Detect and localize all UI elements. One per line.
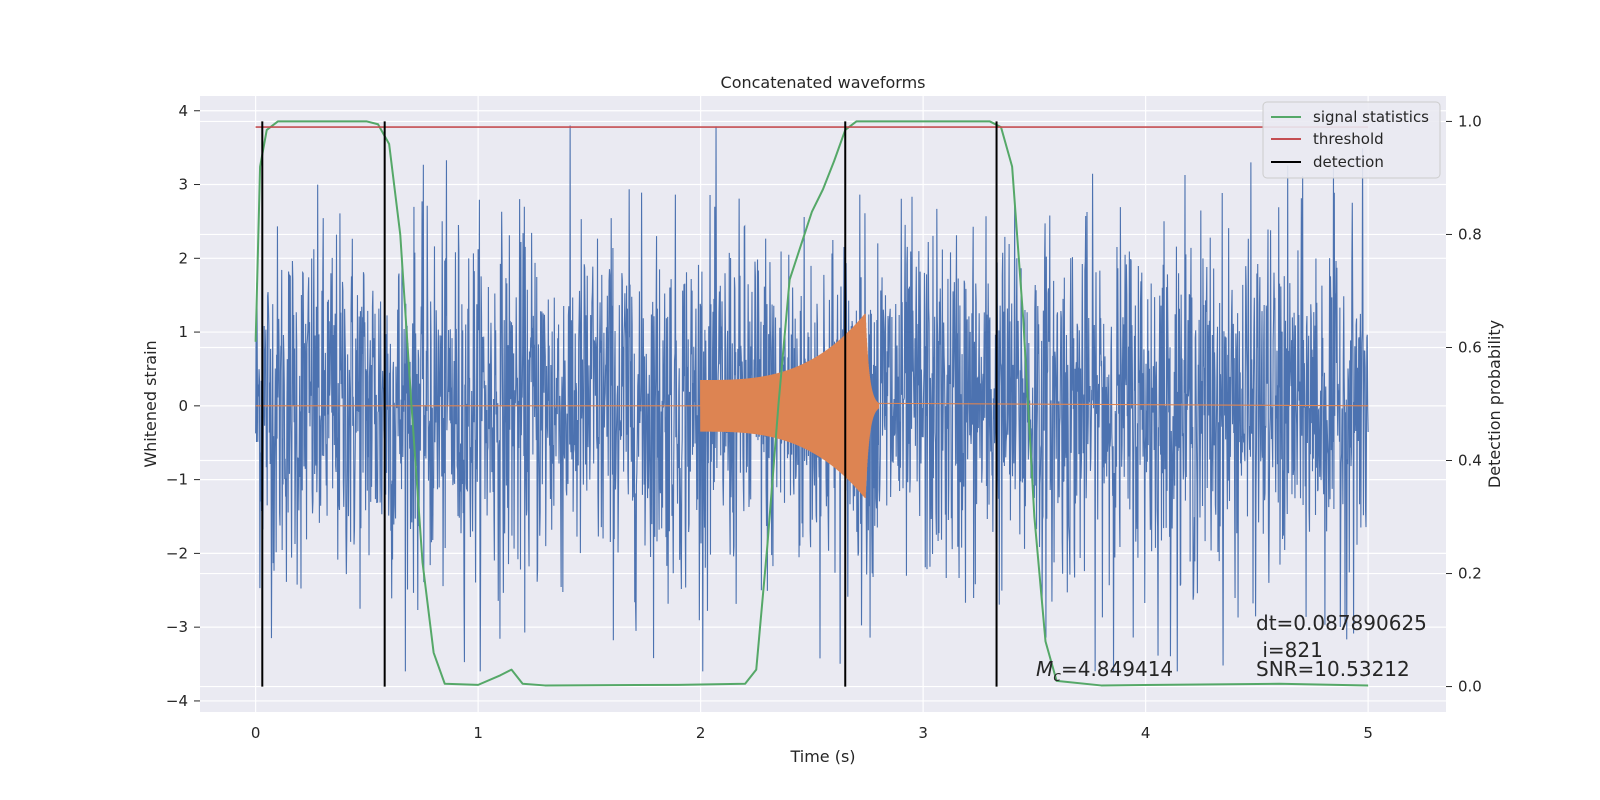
x-tick-label: 4 (1141, 724, 1151, 742)
y-tick-label: 0 (178, 397, 188, 415)
signal-statistics-series (254, 120, 1369, 687)
y-axis-label: Whitened strain (141, 340, 160, 467)
y2-axis-label: Detection probability (1485, 320, 1504, 488)
chart-title: Concatenated waveforms (721, 73, 926, 92)
y-axis-ticks: 4 3 2 1 0 −1 −2 −3 −4 (166, 102, 200, 710)
x-tick-label: 1 (473, 724, 483, 742)
x-axis-label: Time (s) (789, 747, 855, 766)
annotation-mc-symbol: M (1036, 657, 1053, 681)
legend-label-threshold: threshold (1313, 130, 1384, 148)
y2-tick-label: 0.0 (1458, 678, 1482, 696)
y2-tick-label: 0.6 (1458, 338, 1482, 356)
y-tick-label: −4 (166, 692, 188, 710)
y2-tick-label: 0.2 (1458, 565, 1482, 583)
annotation-mc: Mc=4.849414 (1036, 657, 1173, 685)
y-tick-label: −1 (166, 471, 188, 489)
x-tick-label: 0 (251, 724, 261, 742)
y-tick-label: −3 (166, 618, 188, 636)
template-line (255, 313, 1369, 499)
template-series (255, 313, 1369, 499)
legend-label-detection: detection (1313, 153, 1384, 171)
y-tick-label: 3 (178, 176, 188, 194)
x-tick-label: 2 (696, 724, 706, 742)
signal-statistics-line (254, 120, 1369, 687)
legend-label-signal-statistics: signal statistics (1313, 108, 1429, 126)
legend: signal statistics threshold detection (1262, 101, 1441, 179)
annotation-mc-sub: c (1053, 669, 1061, 685)
x-axis-ticks: 0 1 2 3 4 5 (251, 724, 1373, 742)
legend-box (1262, 101, 1441, 179)
detection-lines (261, 121, 998, 687)
y-tick-label: 1 (178, 323, 188, 341)
y2-axis-ticks: 1.0 0.8 0.6 0.4 0.2 0.0 (1446, 112, 1482, 696)
y2-tick-label: 1.0 (1458, 112, 1482, 130)
annotation-mc-value: =4.849414 (1061, 657, 1173, 681)
annotation-dt: dt=0.087890625 (1256, 611, 1427, 635)
x-tick-label: 5 (1363, 724, 1373, 742)
y2-tick-label: 0.4 (1458, 452, 1482, 470)
annotation-snr: SNR=10.53212 (1256, 657, 1410, 681)
y2-tick-label: 0.8 (1458, 225, 1482, 243)
y-tick-label: 4 (178, 102, 188, 120)
annotation-i: i=821 (1256, 638, 1323, 662)
y-tick-label: −2 (166, 544, 188, 562)
y-tick-label: 2 (178, 249, 188, 267)
x-tick-label: 3 (918, 724, 928, 742)
